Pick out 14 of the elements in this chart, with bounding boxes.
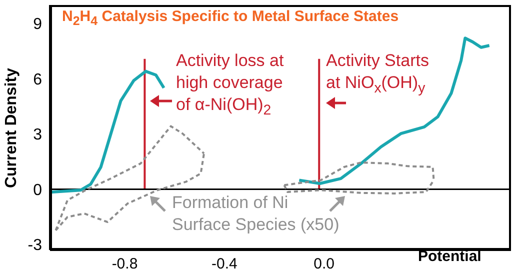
y-tick-label: 0 [33, 182, 42, 199]
annotation: Formation of Ni Surface Species (x50) [172, 192, 340, 236]
y-tick-label: 9 [33, 16, 42, 34]
x-tick-label: -0.8 [112, 256, 138, 270]
annotation: Activity Starts at NiO$_{x}$(OH)$_{y}$ [326, 50, 429, 98]
x-tick-label: -0.4 [212, 256, 238, 270]
y-tick-label: 3 [33, 126, 42, 144]
annotation: Activity loss at high coverage of α-Ni(OH)$_{2}$ [176, 50, 284, 120]
chart-title: N$_{2}$H$_{4}$ Catalysis Specific to Metal Surface States [62, 8, 399, 28]
x-tick-label: 0.0 [314, 256, 335, 270]
y-tick-label: -3 [28, 237, 42, 254]
x-axis-title: Potential [418, 248, 482, 265]
y-axis-title: Current Density [3, 68, 21, 188]
y-tick-label: 6 [33, 71, 42, 88]
